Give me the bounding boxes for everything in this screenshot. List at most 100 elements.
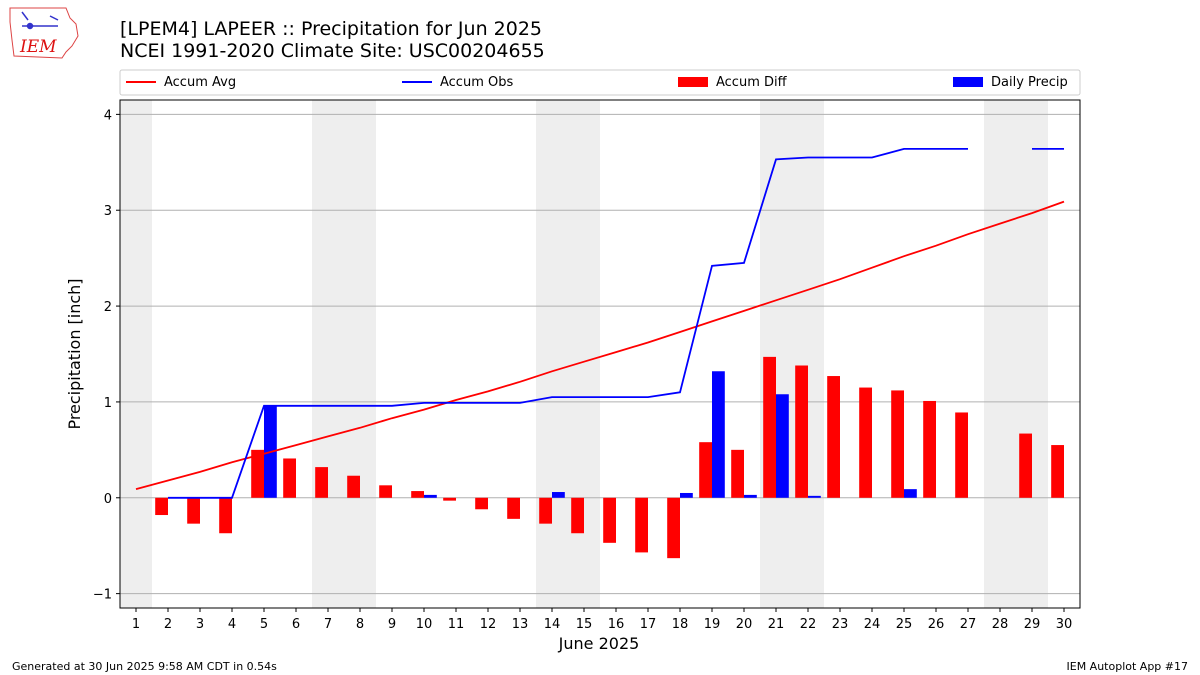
daily-precip-bar bbox=[776, 394, 789, 498]
x-tick-label: 27 bbox=[960, 617, 977, 632]
legend-label-accum-avg: Accum Avg bbox=[164, 75, 236, 90]
accum-diff-bar bbox=[347, 475, 360, 498]
plot-frame bbox=[119, 99, 1081, 609]
accum-diff-bar bbox=[187, 497, 200, 524]
accum-diff-bar bbox=[539, 497, 552, 524]
accum-diff-bar bbox=[955, 412, 968, 498]
legend-swatch-accum-diff bbox=[678, 77, 708, 87]
weekend-band-day-1 bbox=[120, 100, 152, 608]
y-tick-label: 0 bbox=[104, 492, 112, 507]
accum-diff-bar bbox=[699, 442, 712, 498]
daily-precip-bar bbox=[904, 489, 917, 498]
accum-diff-bar bbox=[1019, 433, 1032, 498]
x-tick-label: 30 bbox=[1056, 617, 1073, 632]
weather-station-icon bbox=[21, 11, 59, 30]
daily-precip-bar bbox=[744, 494, 757, 498]
x-tick-label: 28 bbox=[992, 617, 1009, 632]
y-axis-label: Precipitation [inch] bbox=[65, 278, 84, 429]
x-tick-label: 20 bbox=[736, 617, 753, 632]
y-tick-label: 2 bbox=[104, 300, 112, 315]
footer-app: IEM Autoplot App #17 bbox=[1067, 660, 1189, 673]
line-series bbox=[135, 147, 1065, 499]
x-tick-label: 7 bbox=[324, 617, 332, 632]
x-tick-label: 19 bbox=[704, 617, 721, 632]
y-tick-label: 3 bbox=[104, 204, 112, 219]
y-tick-label: 1 bbox=[104, 396, 112, 411]
accum-diff-bar bbox=[827, 376, 840, 498]
weekend-band-day-14 bbox=[536, 100, 568, 608]
x-tick-label: 6 bbox=[292, 617, 300, 632]
legend-swatch-daily-precip bbox=[953, 77, 983, 87]
x-tick-label: 18 bbox=[672, 617, 689, 632]
legend: Accum Avg Accum Obs Accum Diff Daily Pre… bbox=[119, 69, 1081, 96]
accum-diff-bar bbox=[859, 387, 872, 498]
x-tick-label: 13 bbox=[512, 617, 529, 632]
x-tick-label: 16 bbox=[608, 617, 625, 632]
legend-box bbox=[119, 69, 1081, 96]
accum-diff-bar bbox=[315, 467, 328, 498]
accum-avg-line bbox=[135, 200, 1065, 490]
accum-diff-bar bbox=[1051, 445, 1064, 498]
x-tick-label: 12 bbox=[480, 617, 497, 632]
accum-diff-bar bbox=[667, 497, 680, 559]
accum-diff-bar bbox=[603, 497, 616, 543]
x-tick-label: 22 bbox=[800, 617, 817, 632]
accum-diff-bar bbox=[379, 485, 392, 498]
x-tick-label: 4 bbox=[228, 617, 236, 632]
weekend-band-day-22 bbox=[792, 100, 824, 608]
x-tick-label: 2 bbox=[164, 617, 172, 632]
iem-logo: IEM bbox=[9, 7, 79, 59]
x-tick-label: 25 bbox=[896, 617, 913, 632]
weekend-band-day-29 bbox=[1016, 100, 1048, 608]
x-tick-label: 1 bbox=[132, 617, 140, 632]
x-tick-label: 24 bbox=[864, 617, 881, 632]
accum-diff-bar bbox=[507, 497, 520, 519]
legend-label-accum-diff: Accum Diff bbox=[716, 75, 788, 90]
y-tick-label: 4 bbox=[104, 108, 112, 123]
daily-precip-bar bbox=[680, 492, 693, 498]
accum-diff-bar bbox=[763, 356, 776, 498]
daily-precip-bar bbox=[712, 371, 725, 498]
accum-diff-bar bbox=[923, 400, 936, 498]
y-axis-ticks: −1 0 1 2 3 4 bbox=[93, 108, 120, 603]
weekend-band-day-8 bbox=[344, 100, 376, 608]
accum-diff-bar bbox=[635, 497, 648, 553]
chart-title: [LPEM4] LAPEER :: Precipitation for Jun … bbox=[120, 18, 542, 40]
accum-obs-line bbox=[168, 147, 968, 499]
x-axis-label: June 2025 bbox=[558, 634, 640, 653]
x-axis-ticks: 1 2 3 4 5 6 7 8 9 10 11 12 13 14 15 16 17 18 19 20 21 22 23 24 2… bbox=[132, 608, 1072, 632]
x-tick-label: 15 bbox=[576, 617, 593, 632]
weekend-band-day-7 bbox=[312, 100, 344, 608]
daily-precip-bar bbox=[424, 494, 437, 498]
x-tick-label: 8 bbox=[356, 617, 364, 632]
accum-diff-bar bbox=[475, 497, 488, 510]
accum-diff-bar bbox=[155, 497, 168, 516]
x-tick-label: 10 bbox=[416, 617, 433, 632]
bar-series bbox=[155, 356, 1064, 559]
x-tick-label: 3 bbox=[196, 617, 204, 632]
accum-diff-bar bbox=[283, 458, 296, 498]
chart-subtitle: NCEI 1991-2020 Climate Site: USC00204655 bbox=[120, 40, 545, 62]
accum-diff-bar bbox=[219, 497, 232, 534]
accum-diff-bar bbox=[571, 497, 584, 534]
accum-diff-bar bbox=[891, 390, 904, 498]
accum-diff-bar bbox=[795, 365, 808, 498]
daily-precip-bar bbox=[808, 495, 821, 498]
accum-diff-bar bbox=[731, 449, 744, 498]
accum-diff-bar bbox=[251, 449, 264, 498]
accum-diff-bar bbox=[443, 497, 456, 501]
y-tick-label: −1 bbox=[93, 588, 112, 603]
x-tick-label: 29 bbox=[1024, 617, 1041, 632]
y-gridlines bbox=[120, 113, 1080, 595]
weekend-band-day-28 bbox=[984, 100, 1016, 608]
x-tick-label: 9 bbox=[388, 617, 396, 632]
footer-generated: Generated at 30 Jun 2025 9:58 AM CDT in … bbox=[12, 660, 277, 673]
x-tick-label: 17 bbox=[640, 617, 657, 632]
logo-text: IEM bbox=[19, 37, 57, 57]
x-tick-label: 11 bbox=[448, 617, 465, 632]
legend-label-accum-obs: Accum Obs bbox=[440, 75, 513, 90]
x-tick-label: 23 bbox=[832, 617, 849, 632]
x-tick-label: 14 bbox=[544, 617, 561, 632]
accum-diff-bar bbox=[411, 491, 424, 498]
